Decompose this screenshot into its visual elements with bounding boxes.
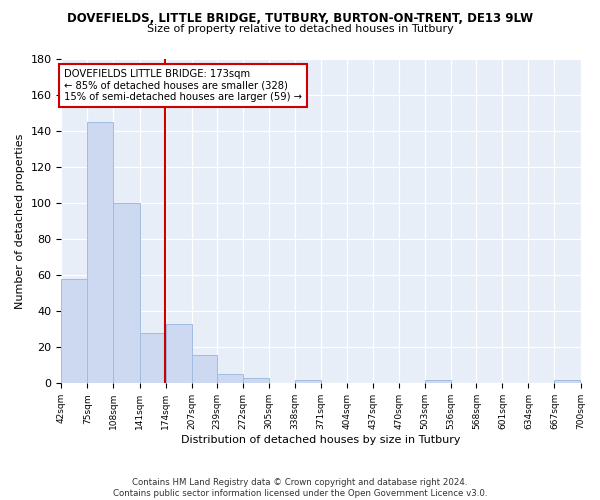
Bar (243, 378, 269, 384)
Bar (88, 122, 113, 384)
Text: DOVEFIELDS LITTLE BRIDGE: 173sqm
← 85% of detached houses are smaller (328)
15% : DOVEFIELDS LITTLE BRIDGE: 173sqm ← 85% o… (64, 68, 302, 102)
Bar (140, 333, 166, 384)
Bar (425, 380, 451, 384)
Y-axis label: Number of detached properties: Number of detached properties (15, 134, 25, 309)
Bar (166, 324, 191, 384)
X-axis label: Distribution of detached houses by size in Tutbury: Distribution of detached houses by size … (181, 435, 461, 445)
Text: DOVEFIELDS, LITTLE BRIDGE, TUTBURY, BURTON-ON-TRENT, DE13 9LW: DOVEFIELDS, LITTLE BRIDGE, TUTBURY, BURT… (67, 12, 533, 26)
Bar (61, 279, 88, 384)
Bar (217, 374, 243, 384)
Bar (295, 380, 321, 384)
Text: Size of property relative to detached houses in Tutbury: Size of property relative to detached ho… (146, 24, 454, 34)
Text: Contains HM Land Registry data © Crown copyright and database right 2024.
Contai: Contains HM Land Registry data © Crown c… (113, 478, 487, 498)
Bar (554, 380, 580, 384)
Bar (191, 354, 217, 384)
Bar (113, 203, 140, 384)
